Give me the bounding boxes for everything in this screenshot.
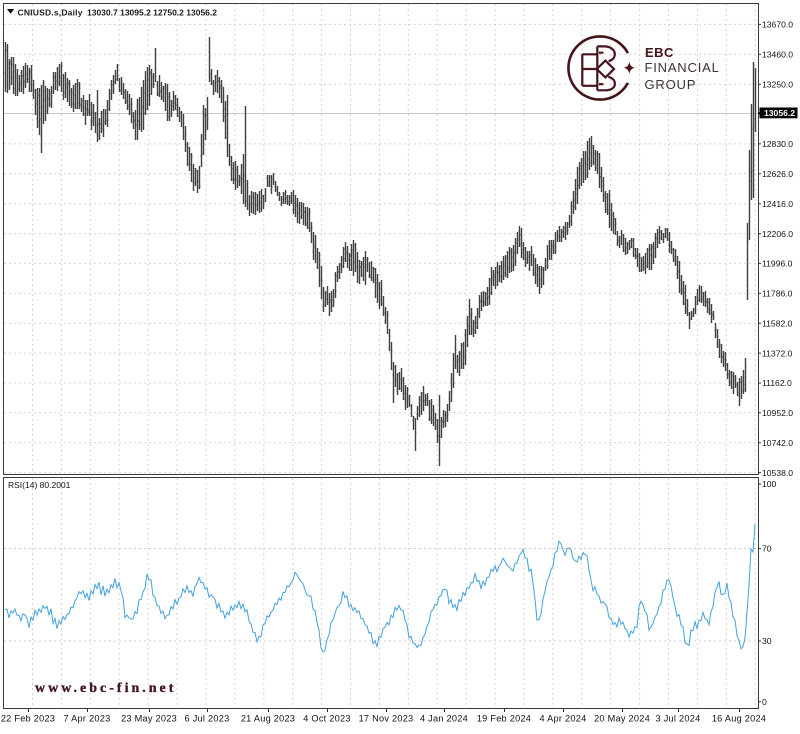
svg-text:12416.0: 12416.0 xyxy=(762,199,793,209)
svg-text:3 Jul 2024: 3 Jul 2024 xyxy=(656,714,701,724)
svg-text:6 Jul 2023: 6 Jul 2023 xyxy=(185,714,230,724)
svg-text:FINANCIAL: FINANCIAL xyxy=(645,60,720,75)
svg-text:13030.7 13095.2 12750.2 13056.: 13030.7 13095.2 12750.2 13056.2 xyxy=(87,8,217,18)
svg-text:4 Oct 2023: 4 Oct 2023 xyxy=(303,714,350,724)
svg-text:0: 0 xyxy=(762,697,767,707)
svg-text:70: 70 xyxy=(762,544,772,554)
svg-text:12830.0: 12830.0 xyxy=(762,139,793,149)
svg-text:10538.0: 10538.0 xyxy=(762,468,793,478)
svg-text:EBC: EBC xyxy=(645,45,674,60)
svg-text:11372.0: 11372.0 xyxy=(762,348,793,358)
svg-text:19 Feb 2024: 19 Feb 2024 xyxy=(477,714,531,724)
svg-text:11162.0: 11162.0 xyxy=(762,378,792,388)
svg-text:4 Jan 2024: 4 Jan 2024 xyxy=(420,714,468,724)
svg-text:11786.0: 11786.0 xyxy=(762,289,793,299)
svg-text:13250.0: 13250.0 xyxy=(762,79,793,89)
svg-text:12626.0: 12626.0 xyxy=(762,169,793,179)
svg-text:22 Feb 2023: 22 Feb 2023 xyxy=(1,714,55,724)
svg-text:16 Aug 2024: 16 Aug 2024 xyxy=(712,714,766,724)
svg-text:100: 100 xyxy=(762,479,777,489)
svg-text:20 May 2024: 20 May 2024 xyxy=(594,714,650,724)
svg-text:7 Apr 2023: 7 Apr 2023 xyxy=(64,714,111,724)
svg-text:10952.0: 10952.0 xyxy=(762,408,793,418)
svg-text:13670.0: 13670.0 xyxy=(762,20,793,30)
svg-text:RSI(14) 80.2001: RSI(14) 80.2001 xyxy=(8,480,71,490)
svg-text:13056.2: 13056.2 xyxy=(764,108,795,118)
svg-text:23 May 2023: 23 May 2023 xyxy=(121,714,177,724)
svg-text:21 Aug 2023: 21 Aug 2023 xyxy=(241,714,295,724)
svg-text:10742.0: 10742.0 xyxy=(762,438,793,448)
svg-text:CNIUSD.s,Daily: CNIUSD.s,Daily xyxy=(18,8,83,18)
svg-text:30: 30 xyxy=(762,636,772,646)
svg-text:11582.0: 11582.0 xyxy=(762,318,793,328)
svg-text:www.ebc-fin.net: www.ebc-fin.net xyxy=(35,681,176,696)
svg-text:4 Apr 2024: 4 Apr 2024 xyxy=(540,714,587,724)
svg-text:11996.0: 11996.0 xyxy=(762,259,793,269)
svg-text:GROUP: GROUP xyxy=(645,77,697,92)
svg-text:13460.0: 13460.0 xyxy=(762,50,793,60)
svg-text:12206.0: 12206.0 xyxy=(762,229,793,239)
svg-text:17 Nov 2023: 17 Nov 2023 xyxy=(359,714,414,724)
